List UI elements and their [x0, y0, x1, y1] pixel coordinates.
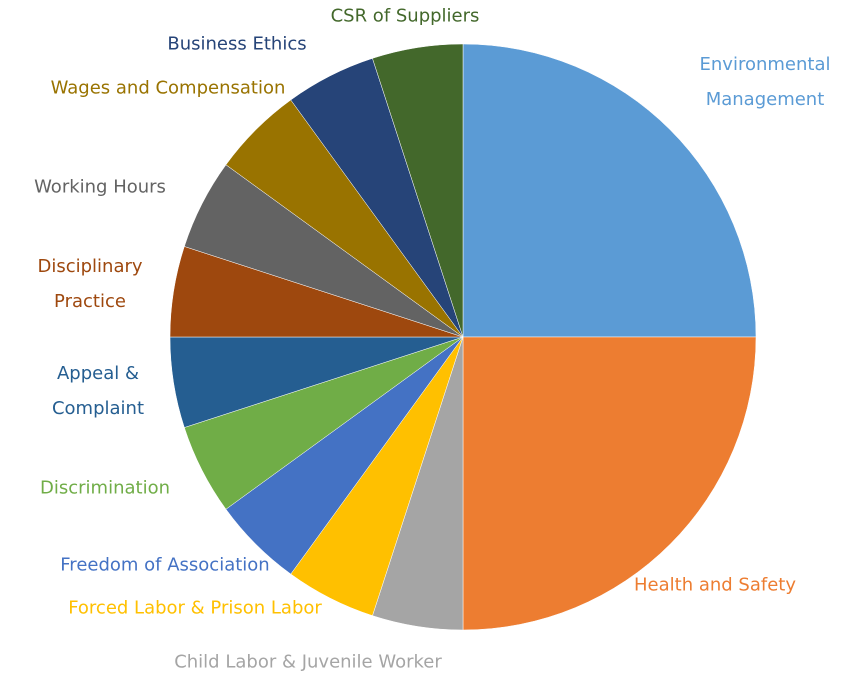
slice-label: Appeal & Complaint [51, 363, 145, 419]
slice-label: Child Labor & Juvenile Worker [174, 651, 442, 673]
slice-label: Environmental Management [699, 54, 831, 110]
slice-label: CSR of Suppliers [330, 5, 480, 27]
pie-slice [372, 43, 464, 338]
slice-label: Wages and Compensation [50, 77, 286, 99]
slice-label: Business Ethics [167, 33, 307, 55]
slice-label: Health and Safety [634, 574, 796, 596]
pie-slice [462, 336, 757, 631]
slice-label: Freedom of Association [60, 554, 270, 576]
slice-label: Working Hours [34, 176, 166, 198]
pie-slice [462, 43, 757, 338]
slice-label: Discrimination [40, 477, 170, 499]
slice-label: Forced Labor & Prison Labor [68, 597, 322, 619]
slice-label: Disciplinary Practice [37, 256, 143, 312]
